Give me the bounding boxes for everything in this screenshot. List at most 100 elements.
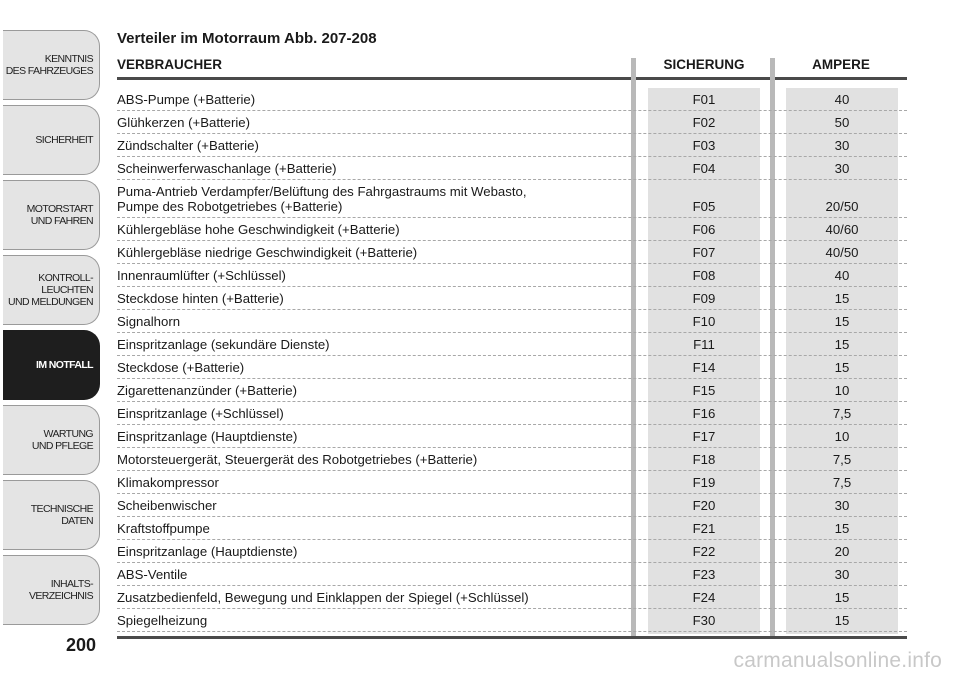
fuse-cell: F06 bbox=[692, 222, 716, 237]
consumer-cell: Motorsteuergerät, Steuergerät des Robotg… bbox=[117, 452, 478, 467]
ampere-cell: 15 bbox=[834, 613, 850, 628]
table-row: Einspritzanlage (sekundäre Dienste) F11 15 bbox=[117, 333, 907, 356]
ampere-cell: 40/60 bbox=[825, 222, 859, 237]
fuse-cell: F17 bbox=[692, 429, 716, 444]
fuse-cell: F20 bbox=[692, 498, 716, 513]
ampere-cell: 20/50 bbox=[825, 199, 859, 214]
ampere-cell: 15 bbox=[834, 314, 850, 329]
ampere-cell: 10 bbox=[834, 383, 850, 398]
table-row: Glühkerzen (+Batterie) F02 50 bbox=[117, 111, 907, 134]
chapter-tab[interactable]: IM NOTFALL bbox=[3, 330, 100, 400]
table-bottom-divider bbox=[117, 636, 907, 639]
fuse-cell: F03 bbox=[692, 138, 716, 153]
fuse-cell: F21 bbox=[692, 521, 716, 536]
column-separator bbox=[631, 58, 636, 636]
consumer-cell: Klimakompressor bbox=[117, 475, 219, 490]
chapter-tab[interactable]: WARTUNG UND PFLEGE bbox=[3, 405, 100, 475]
ampere-cell: 7,5 bbox=[832, 452, 852, 467]
consumer-cell: Kühlergebläse hohe Geschwindigkeit (+Bat… bbox=[117, 222, 400, 237]
chapter-tab[interactable]: MOTORSTART UND FAHREN bbox=[3, 180, 100, 250]
table-row: Innenraumlüfter (+Schlüssel) F08 40 bbox=[117, 264, 907, 287]
fuse-cell: F09 bbox=[692, 291, 716, 306]
ampere-cell: 15 bbox=[834, 590, 850, 605]
consumer-cell: Kühlergebläse niedrige Geschwindigkeit (… bbox=[117, 245, 418, 260]
table-row: Kraftstoffpumpe F21 15 bbox=[117, 517, 907, 540]
table-row: Kühlergebläse hohe Geschwindigkeit (+Bat… bbox=[117, 218, 907, 241]
fuse-cell: F11 bbox=[693, 337, 715, 352]
ampere-cell: 15 bbox=[834, 337, 850, 352]
table-row: Spiegelheizung F30 15 bbox=[117, 609, 907, 632]
ampere-cell: 20 bbox=[834, 544, 850, 559]
fuse-cell: F30 bbox=[692, 613, 716, 628]
ampere-cell: 40/50 bbox=[825, 245, 859, 260]
table-row: ABS-Pumpe (+Batterie) F01 40 bbox=[117, 88, 907, 111]
table-row: Signalhorn F10 15 bbox=[117, 310, 907, 333]
ampere-cell: 15 bbox=[834, 360, 850, 375]
consumer-cell: Scheibenwischer bbox=[117, 498, 217, 513]
consumer-cell: Glühkerzen (+Batterie) bbox=[117, 115, 251, 130]
consumer-cell: Einspritzanlage (sekundäre Dienste) bbox=[117, 337, 330, 352]
fuse-cell: F05 bbox=[692, 199, 716, 214]
fuse-cell: F04 bbox=[692, 161, 716, 176]
ampere-cell: 15 bbox=[834, 521, 850, 536]
page-number: 200 bbox=[65, 635, 96, 655]
ampere-cell: 30 bbox=[834, 138, 850, 153]
fuse-cell: F10 bbox=[692, 314, 716, 329]
consumer-cell: Signalhorn bbox=[117, 314, 181, 329]
table-row: ABS-Ventile F23 30 bbox=[117, 563, 907, 586]
ampere-cell: 40 bbox=[834, 268, 850, 283]
consumer-cell: Einspritzanlage (Hauptdienste) bbox=[117, 544, 298, 559]
table-row: Zigarettenanzünder (+Batterie) F15 10 bbox=[117, 379, 907, 402]
table-row: Zündschalter (+Batterie) F03 30 bbox=[117, 134, 907, 157]
ampere-cell: 30 bbox=[834, 498, 850, 513]
column-separator bbox=[770, 58, 775, 636]
consumer-cell: Puma-Antrieb Verdampfer/Belüftung des Fa… bbox=[117, 184, 527, 214]
fuse-cell: F16 bbox=[692, 406, 716, 421]
consumer-cell: ABS-Ventile bbox=[117, 567, 188, 582]
chapter-tab[interactable]: SICHERHEIT bbox=[3, 105, 100, 175]
ampere-cell: 50 bbox=[834, 115, 850, 130]
fuse-cell: F15 bbox=[692, 383, 716, 398]
table-row: Motorsteuergerät, Steuergerät des Robotg… bbox=[117, 448, 907, 471]
chapter-tab[interactable]: INHALTS- VERZEICHNIS bbox=[3, 555, 100, 625]
consumer-cell: Steckdose hinten (+Batterie) bbox=[117, 291, 284, 306]
consumer-cell: Einspritzanlage (Hauptdienste) bbox=[117, 429, 298, 444]
table-row: Kühlergebläse niedrige Geschwindigkeit (… bbox=[117, 241, 907, 264]
consumer-cell: Scheinwerferwaschanlage (+Batterie) bbox=[117, 161, 337, 176]
consumer-cell: Zündschalter (+Batterie) bbox=[117, 138, 259, 153]
ampere-cell: 7,5 bbox=[832, 406, 852, 421]
table-row: Steckdose (+Batterie) F14 15 bbox=[117, 356, 907, 379]
consumer-cell: Spiegelheizung bbox=[117, 613, 208, 628]
chapter-tab[interactable]: KENNTNIS DES FAHRZEUGES bbox=[3, 30, 100, 100]
ampere-cell: 40 bbox=[834, 92, 850, 107]
fuse-cell: F08 bbox=[692, 268, 716, 283]
ampere-cell: 10 bbox=[834, 429, 850, 444]
table-row: Puma-Antrieb Verdampfer/Belüftung des Fa… bbox=[117, 180, 907, 218]
fuse-cell: F19 bbox=[692, 475, 716, 490]
consumer-cell: Zigarettenanzünder (+Batterie) bbox=[117, 383, 297, 398]
consumer-cell: Kraftstoffpumpe bbox=[117, 521, 210, 536]
fuse-cell: F18 bbox=[692, 452, 716, 467]
fuse-cell: F24 bbox=[692, 590, 716, 605]
fuse-cell: F02 bbox=[692, 115, 716, 130]
column-header-fuse: SICHERUNG bbox=[663, 57, 745, 72]
ampere-cell: 30 bbox=[834, 567, 850, 582]
consumer-cell: Steckdose (+Batterie) bbox=[117, 360, 245, 375]
table-row: Einspritzanlage (Hauptdienste) F22 20 bbox=[117, 540, 907, 563]
chapter-tab[interactable]: KONTROLL- LEUCHTEN UND MELDUNGEN bbox=[3, 255, 100, 325]
consumer-cell: ABS-Pumpe (+Batterie) bbox=[117, 92, 256, 107]
column-header-consumer: VERBRAUCHER bbox=[117, 57, 223, 72]
fuse-cell: F22 bbox=[692, 544, 716, 559]
consumer-cell: Zusatzbedienfeld, Bewegung und Einklappe… bbox=[117, 590, 529, 605]
table-row: Klimakompressor F19 7,5 bbox=[117, 471, 907, 494]
consumer-cell: Einspritzanlage (+Schlüssel) bbox=[117, 406, 284, 421]
fuse-cell: F23 bbox=[692, 567, 716, 582]
consumer-cell: Innenraumlüfter (+Schlüssel) bbox=[117, 268, 286, 283]
ampere-cell: 15 bbox=[834, 291, 850, 306]
watermark: carmanualsonline.info bbox=[733, 649, 942, 672]
table-row: Einspritzanlage (+Schlüssel) F16 7,5 bbox=[117, 402, 907, 425]
table-row: Scheinwerferwaschanlage (+Batterie) F04 30 bbox=[117, 157, 907, 180]
table-row: Einspritzanlage (Hauptdienste) F17 10 bbox=[117, 425, 907, 448]
section-title: Verteiler im Motorraum Abb. 207-208 bbox=[117, 30, 377, 47]
chapter-tab[interactable]: TECHNISCHE DATEN bbox=[3, 480, 100, 550]
